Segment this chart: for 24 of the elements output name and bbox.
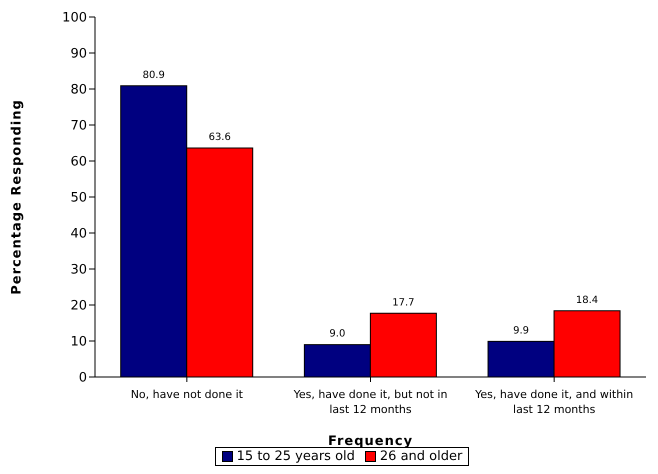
data-label: 80.9 (142, 70, 165, 81)
y-tick-label: 40 (70, 226, 87, 242)
x-tick-label: Yes, have done it, but not in last 12 months (292, 388, 448, 416)
legend-label: 26 and older (378, 449, 462, 464)
y-tick-label: 20 (70, 298, 87, 314)
legend-label: 15 to 25 years old (236, 449, 355, 464)
data-label: 9.9 (513, 325, 529, 336)
y-tick-label: 0 (78, 370, 87, 386)
y-tick-label: 60 (70, 154, 87, 170)
y-tick-label: 70 (70, 118, 87, 134)
data-label: 18.4 (576, 294, 598, 306)
x-axis-title: Frequency (328, 434, 414, 449)
data-label: 9.0 (329, 328, 346, 340)
y-tick-label: 10 (70, 334, 87, 350)
x-tick-label: No, have not done it (130, 388, 244, 401)
y-tick-label: 80 (70, 82, 87, 98)
x-tick-label: Yes, have done it, and within last 12 months (474, 388, 634, 416)
data-label: 17.7 (392, 297, 415, 308)
y-tick-label: 50 (70, 190, 87, 206)
y-tick-label: 90 (70, 46, 87, 62)
data-label: 63.6 (208, 132, 231, 144)
y-tick-label: 30 (70, 262, 87, 278)
y-tick-label: 100 (62, 10, 87, 26)
y-axis-title: Percentage Responding (10, 99, 25, 295)
